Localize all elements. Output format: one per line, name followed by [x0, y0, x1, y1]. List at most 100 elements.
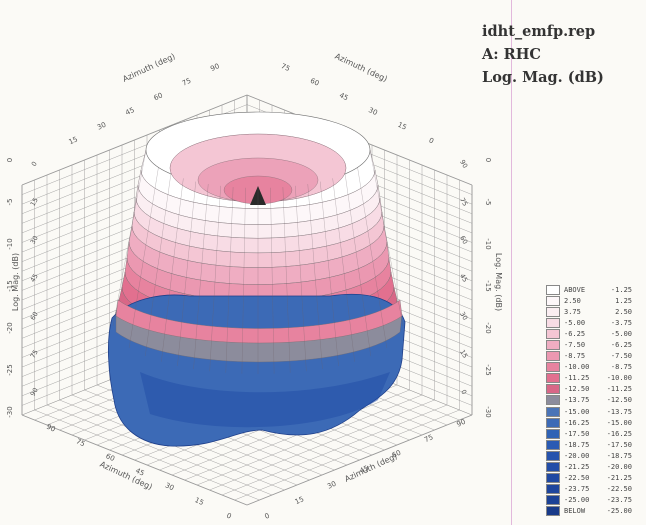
- mesh-line: [332, 178, 355, 362]
- tick-label: 75: [29, 348, 40, 359]
- legend-upper-label: -17.50: [606, 440, 632, 449]
- legend-upper-label: -3.75: [610, 318, 632, 327]
- tick-label: 30: [367, 106, 378, 117]
- mesh-line: [320, 181, 339, 366]
- tick-label: -30: [6, 406, 14, 417]
- legend-swatch: [546, 450, 560, 461]
- tick-label: -25: [6, 364, 14, 375]
- panel-divider: [511, 0, 512, 525]
- legend-upper-label: 2.50: [615, 307, 632, 316]
- legend-row: -10.00 -8.75: [546, 362, 642, 373]
- legend-row: -7.50 -6.25: [546, 339, 642, 351]
- legend-swatch: [546, 295, 560, 306]
- mesh-line: [209, 185, 221, 372]
- plot-info: idht_emfp.rep A: RHC Log. Mag. (dB): [482, 20, 604, 89]
- legend-row: -15.00 -13.75: [546, 406, 642, 417]
- legend-swatch: [546, 495, 560, 506]
- tick-label: 0: [459, 388, 468, 396]
- legend-upper-label: -21.25: [606, 474, 632, 483]
- legend-upper-label: -22.50: [606, 485, 632, 494]
- tick-label: 45: [124, 106, 135, 117]
- legend-upper-label: -15.00: [606, 418, 632, 427]
- tick-label: 45: [29, 272, 40, 283]
- legend-lower-label: BELOW: [564, 507, 586, 516]
- legend-swatch: [546, 473, 560, 484]
- legend-lower-label: -22.50: [564, 474, 590, 483]
- tick-label: 15: [29, 196, 40, 207]
- legend-swatch: [546, 373, 560, 384]
- tick-label: 15: [458, 348, 469, 359]
- tick-label: 60: [458, 234, 469, 245]
- legend-lower-label: 2.50: [564, 296, 581, 305]
- legend-row: ABOVE -1.25: [546, 284, 642, 295]
- grid-line: [21, 94, 248, 186]
- azimuth-axis-label: Azimuth (deg): [343, 452, 398, 484]
- legend-swatch: [546, 340, 560, 351]
- tick-label: 75: [75, 437, 86, 448]
- surface-plot: Azimuth (deg) Azimuth (deg)Azimuth (deg) A…: [6, 52, 503, 521]
- legend-row: -25.00 -23.75: [546, 495, 642, 506]
- legend-lower-label: -12.50: [564, 385, 590, 394]
- azimuth-axis-label: Azimuth (deg): [121, 52, 176, 84]
- grid-line: [234, 409, 460, 501]
- tick-label: 30: [326, 480, 337, 491]
- tick-label: 0: [6, 158, 14, 162]
- tick-label: 90: [45, 423, 56, 434]
- legend-swatch: [546, 384, 560, 395]
- legend-swatch: [546, 362, 560, 373]
- legend-upper-label: -5.00: [610, 329, 632, 338]
- legend-lower-label: -23.75: [564, 485, 590, 494]
- tick-label: -20: [6, 322, 14, 333]
- legend-lower-label: ABOVE: [564, 285, 586, 294]
- legend-lower-label: -11.25: [564, 374, 590, 383]
- scale-label: Log. Mag. (dB): [482, 69, 604, 86]
- mesh-line: [295, 185, 307, 372]
- tick-label: 75: [458, 196, 469, 207]
- tick-label: 0: [30, 160, 39, 168]
- tick-label: 60: [29, 310, 40, 321]
- legend-swatch: [546, 462, 560, 473]
- legend-swatch: [546, 506, 560, 517]
- legend-row: -6.25 -5.00: [546, 328, 642, 339]
- legend-lower-label: -15.00: [564, 407, 590, 416]
- legend-row: -11.25 -10.00: [546, 373, 642, 384]
- tick-label: 90: [29, 386, 40, 397]
- tick-label: 30: [458, 310, 469, 321]
- mesh-line: [128, 167, 159, 349]
- tick-label: 75: [423, 433, 434, 444]
- tick-label: -25: [484, 364, 492, 375]
- legend-row: -13.75 -12.50: [546, 395, 642, 406]
- tick-label: 60: [309, 77, 320, 88]
- mesh-line: [145, 173, 172, 357]
- mesh-line: [161, 178, 184, 362]
- tick-label: -5: [484, 199, 492, 206]
- legend-upper-label: -18.75: [606, 451, 632, 460]
- legend-upper-label: -25.00: [606, 507, 632, 516]
- mesh-line: [270, 187, 275, 374]
- legend-row: BELOW -25.00: [546, 506, 642, 517]
- legend-row: -17.50 -16.25: [546, 428, 642, 439]
- mesh-line: [225, 187, 234, 373]
- legend-row: -23.75 -22.50: [546, 484, 642, 495]
- legend-lower-label: -8.75: [564, 352, 586, 361]
- legend-row: -20.00 -18.75: [546, 450, 642, 461]
- tick-label: -20: [484, 322, 492, 333]
- magnitude-axis-label: Log. Mag. (dB): [494, 253, 503, 311]
- legend-row: 2.50 1.25: [546, 295, 642, 306]
- legend-swatch: [546, 328, 560, 339]
- tick-label: 90: [458, 158, 469, 169]
- legend-lower-label: -13.75: [564, 396, 590, 405]
- legend-upper-label: -7.50: [610, 352, 632, 361]
- legend-swatch: [546, 484, 560, 495]
- legend-upper-label: -10.00: [606, 374, 632, 383]
- polarization-label: A: RHC: [482, 46, 541, 63]
- tick-label: 30: [164, 481, 175, 492]
- tick-label: 0: [225, 512, 232, 521]
- legend-swatch: [546, 439, 560, 450]
- tick-label: -15: [6, 280, 14, 291]
- legend-row: -8.75 -7.50: [546, 351, 642, 362]
- tick-label: -10: [484, 238, 492, 249]
- legend-lower-label: -25.00: [564, 496, 590, 505]
- tick-label: 0: [484, 158, 492, 162]
- tick-label: 60: [104, 452, 115, 463]
